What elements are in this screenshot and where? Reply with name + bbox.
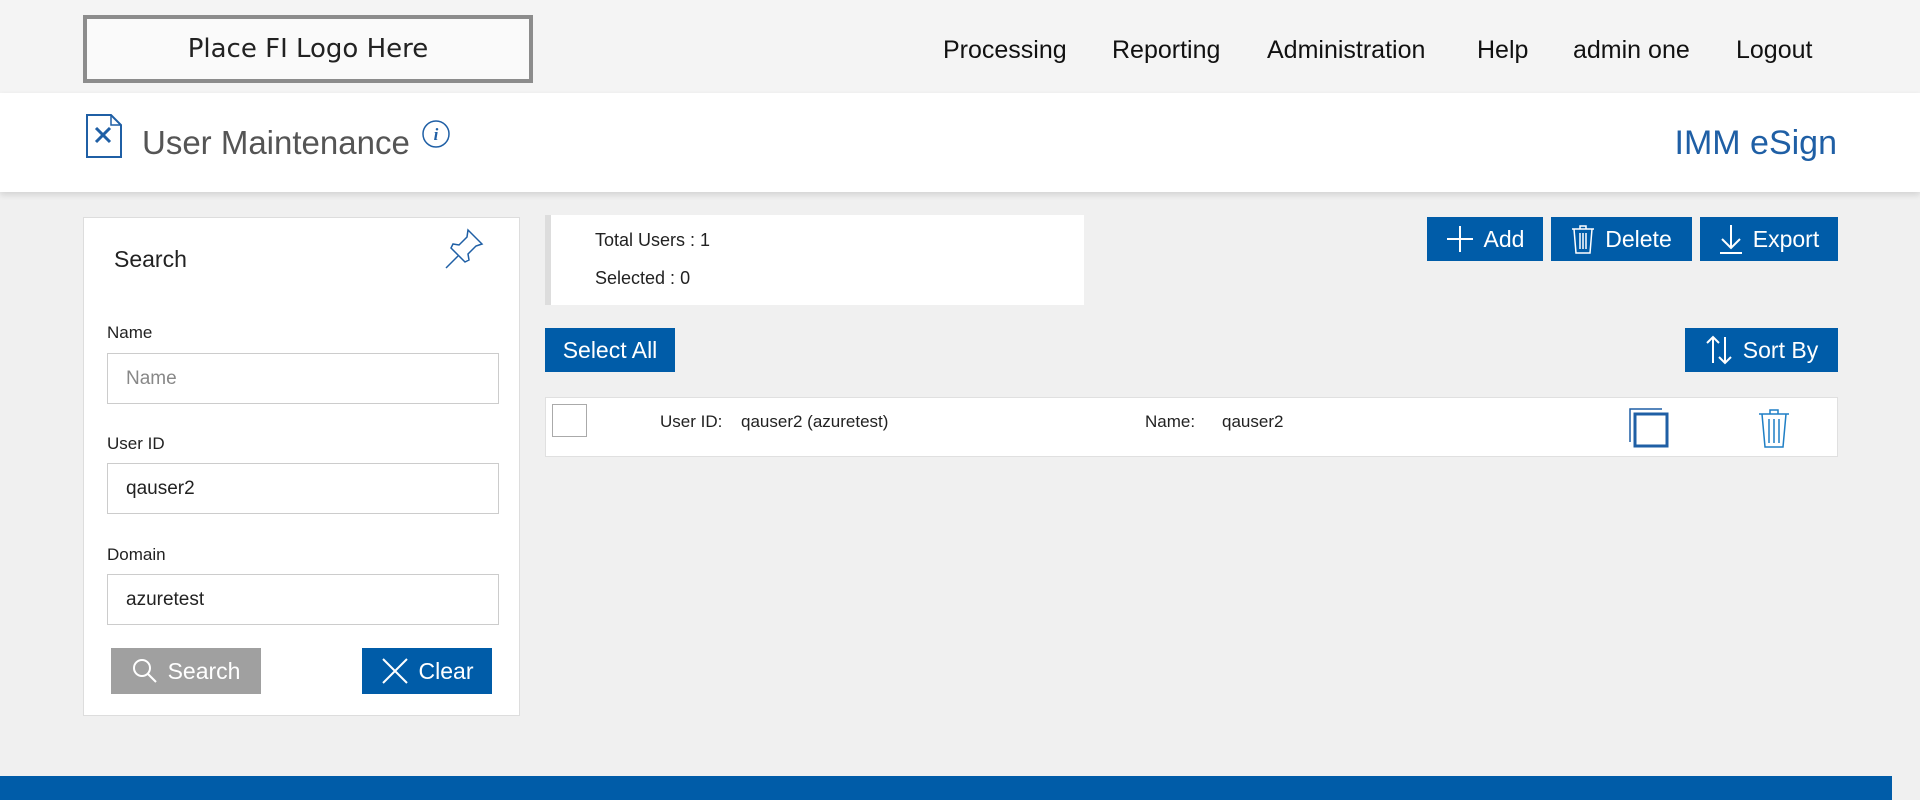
add-button[interactable]: Add xyxy=(1427,217,1543,261)
userid-value: qauser2 (azuretest) xyxy=(741,412,889,431)
footer-bar xyxy=(0,776,1892,800)
row-checkbox[interactable] xyxy=(552,404,587,437)
search-button[interactable]: Search xyxy=(111,648,261,694)
close-icon xyxy=(381,658,408,684)
export-label: Export xyxy=(1752,225,1820,252)
userid-label: User ID xyxy=(107,434,165,453)
search-panel: Search Name User ID Domain Search Clear xyxy=(83,217,520,716)
search-icon xyxy=(132,659,157,683)
name-input[interactable] xyxy=(107,353,499,404)
search-button-label: Search xyxy=(167,657,241,684)
copy-icon[interactable] xyxy=(1629,408,1669,448)
download-icon xyxy=(1719,225,1742,254)
nav-help[interactable]: Help xyxy=(1477,36,1529,64)
delete-button[interactable]: Delete xyxy=(1551,217,1692,261)
nav-logout[interactable]: Logout xyxy=(1736,36,1813,64)
select-all-button[interactable]: Select All xyxy=(545,328,675,372)
nav-processing[interactable]: Processing xyxy=(943,36,1067,64)
sort-icon xyxy=(1706,335,1732,365)
sort-by-label: Sort By xyxy=(1742,336,1819,363)
page-header xyxy=(0,93,1920,192)
info-icon[interactable]: i xyxy=(421,119,451,149)
name-value: qauser2 xyxy=(1222,412,1284,431)
app-brand: IMM eSign xyxy=(1674,124,1838,162)
clear-button[interactable]: Clear xyxy=(362,648,492,694)
nav-administration[interactable]: Administration xyxy=(1267,36,1426,64)
plus-icon xyxy=(1446,226,1473,252)
nav-reporting[interactable]: Reporting xyxy=(1112,36,1221,64)
page-title: User Maintenance xyxy=(142,124,410,161)
table-row xyxy=(545,397,1838,457)
search-panel-title: Search xyxy=(114,246,187,272)
pin-icon[interactable] xyxy=(444,228,484,270)
export-button[interactable]: Export xyxy=(1700,217,1838,261)
select-all-label: Select All xyxy=(562,336,658,363)
add-label: Add xyxy=(1483,225,1525,252)
total-users: Total Users : 1 xyxy=(595,230,711,250)
logo-text: Place FI Logo Here xyxy=(187,34,429,64)
nav-user-menu[interactable]: admin one xyxy=(1573,36,1690,64)
domain-input[interactable] xyxy=(107,574,499,625)
selected-count: Selected : 0 xyxy=(595,268,691,288)
sort-by-button[interactable]: Sort By xyxy=(1685,328,1838,372)
domain-label: Domain xyxy=(107,545,166,564)
trash-icon xyxy=(1572,225,1595,254)
logo-placeholder: Place FI Logo Here xyxy=(83,15,533,83)
name-label: Name xyxy=(107,323,153,342)
userid-input[interactable] xyxy=(107,463,499,514)
userid-field-label: User ID: xyxy=(660,412,723,431)
clear-button-label: Clear xyxy=(418,657,474,684)
trash-icon[interactable] xyxy=(1758,408,1790,448)
name-field-label: Name: xyxy=(1145,412,1196,431)
user-maintenance-icon xyxy=(86,114,122,158)
delete-label: Delete xyxy=(1605,225,1672,252)
svg-text:i: i xyxy=(434,125,439,144)
summary-box: Total Users : 1 Selected : 0 xyxy=(545,215,1084,305)
